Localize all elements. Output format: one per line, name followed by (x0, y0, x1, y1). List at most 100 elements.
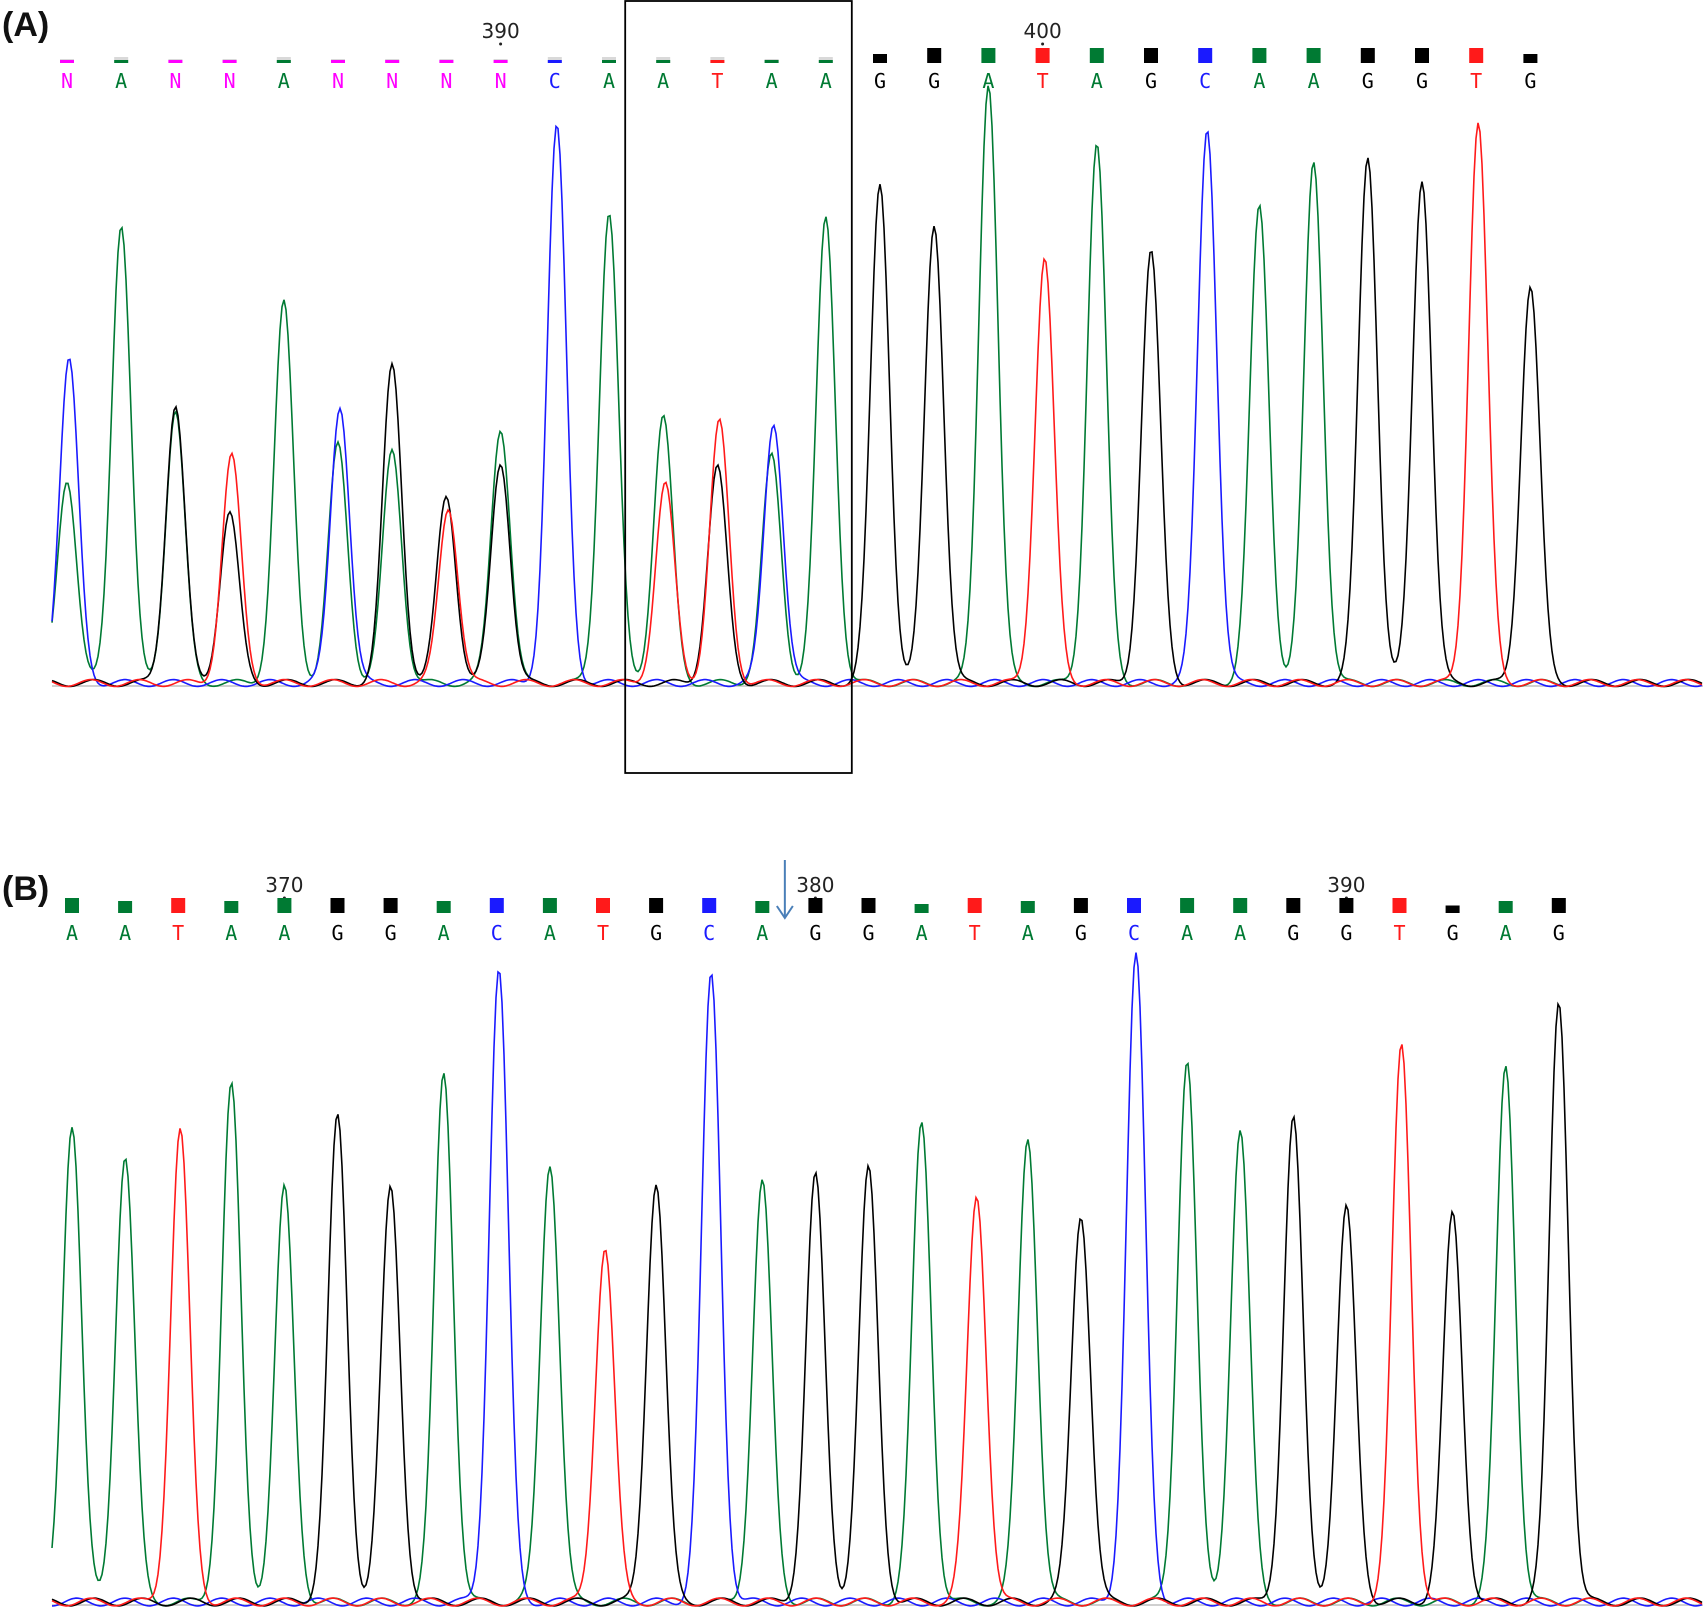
quality-bar (1144, 48, 1158, 63)
quality-bar-underline (331, 60, 345, 63)
quality-bar (1035, 48, 1050, 63)
quality-bar (967, 898, 982, 913)
base-call: A (1091, 69, 1103, 93)
base-call: G (1340, 921, 1352, 945)
quality-bar-underline (60, 60, 74, 63)
base-call: N (440, 69, 452, 93)
base-call: N (332, 69, 344, 93)
quality-bar (1180, 898, 1195, 913)
base-call: G (331, 921, 343, 945)
base-call: G (1553, 921, 1565, 945)
quality-bar (1415, 48, 1429, 63)
base-call: G (1145, 69, 1157, 93)
base-call: A (756, 921, 768, 945)
position-tick (499, 42, 503, 46)
quality-bar-underline (168, 60, 183, 63)
trace-a (51, 85, 1703, 688)
chromatogram-a: 390 400 N A N N A N N N N C A A T A A G G A T A G C A A G G T G (51, 0, 1703, 774)
base-call: C (491, 921, 503, 945)
trace-g (51, 157, 1703, 688)
trace-t (51, 1044, 1703, 1607)
base-call: N (61, 69, 73, 93)
base-call: G (385, 921, 397, 945)
chromatogram-panel-b: (B) 370 380 390 A A T A A G G A C A T G C A G G A T A G C A A G G T G… (0, 860, 1705, 1624)
quality-bar (702, 898, 717, 913)
base-call: A (766, 69, 778, 93)
base-call: T (1037, 69, 1049, 93)
quality-bar (383, 898, 398, 913)
trace-g (51, 1001, 1703, 1607)
base-call: A (916, 921, 928, 945)
quality-bar (596, 898, 610, 913)
quality-bar-underline (818, 60, 833, 63)
base-call: A (603, 69, 615, 93)
quality-bar (1233, 898, 1248, 913)
quality-bar (981, 48, 996, 63)
panel-label-a: (A) (2, 6, 50, 44)
position-label: 380 (796, 873, 834, 897)
base-call: A (225, 921, 237, 945)
quality-bar (808, 898, 823, 913)
trace-a (51, 1061, 1703, 1607)
base-call: T (969, 921, 981, 945)
trace-c (51, 124, 1703, 688)
base-call: N (495, 69, 507, 93)
base-call: T (1393, 921, 1405, 945)
quality-bar (436, 901, 451, 913)
quality-bar (873, 54, 887, 63)
quality-bar (1127, 898, 1141, 913)
base-call: G (874, 69, 886, 93)
position-label: 390 (482, 19, 520, 43)
base-call: A (278, 69, 290, 93)
quality-bar-underline (547, 60, 562, 63)
base-call: A (278, 921, 290, 945)
base-call: G (1075, 921, 1087, 945)
base-call: G (1524, 69, 1536, 93)
quality-bar-underline (222, 60, 237, 63)
base-call: A (657, 69, 669, 93)
quality-bar-underline (602, 60, 616, 63)
quality-bar-underline (114, 60, 129, 63)
base-call: A (1181, 921, 1193, 945)
base-call: A (1022, 921, 1034, 945)
highlight-box (624, 0, 853, 774)
base-call: A (1500, 921, 1512, 945)
quality-bar (1286, 898, 1301, 913)
quality-bar (1073, 898, 1088, 913)
quality-bar (1445, 905, 1460, 913)
base-call: A (1253, 69, 1265, 93)
quality-bar (861, 898, 876, 913)
base-call: C (1199, 69, 1211, 93)
base-call: T (1470, 69, 1482, 93)
quality-bar (1089, 48, 1104, 63)
quality-bar (1339, 898, 1354, 913)
quality-bar-underline (656, 60, 671, 63)
position-label: 370 (265, 873, 303, 897)
base-call: N (386, 69, 398, 93)
base-call: A (982, 69, 994, 93)
base-call: G (1447, 921, 1459, 945)
down-arrow-icon (776, 860, 794, 920)
base-call: A (119, 921, 131, 945)
base-call: A (115, 69, 127, 93)
base-call: G (1362, 69, 1374, 93)
quality-bar (224, 901, 239, 913)
position-label: 390 (1327, 873, 1365, 897)
quality-bar-underline (493, 60, 508, 63)
quality-bar (1498, 901, 1513, 913)
position-tick (1041, 42, 1045, 46)
chromatogram-b: 370 380 390 A A T A A G G A C A T G C A G G A T A G C A A G G T G A G (51, 860, 1703, 1607)
chromatogram-panel-a: (A) 390 400 N A N N A N N N N C A A T A A G G A T A G C A A G G T G (0, 0, 1705, 800)
base-call: T (172, 921, 184, 945)
quality-bar (489, 898, 504, 913)
quality-bar-underline (439, 60, 454, 63)
quality-bar-underline (385, 60, 400, 63)
base-call: T (711, 69, 723, 93)
base-call: A (544, 921, 556, 945)
base-call: G (1416, 69, 1428, 93)
base-call: G (1287, 921, 1299, 945)
quality-bar (1198, 48, 1213, 63)
quality-bar (755, 901, 770, 913)
base-call: C (703, 921, 715, 945)
base-call: G (928, 69, 940, 93)
